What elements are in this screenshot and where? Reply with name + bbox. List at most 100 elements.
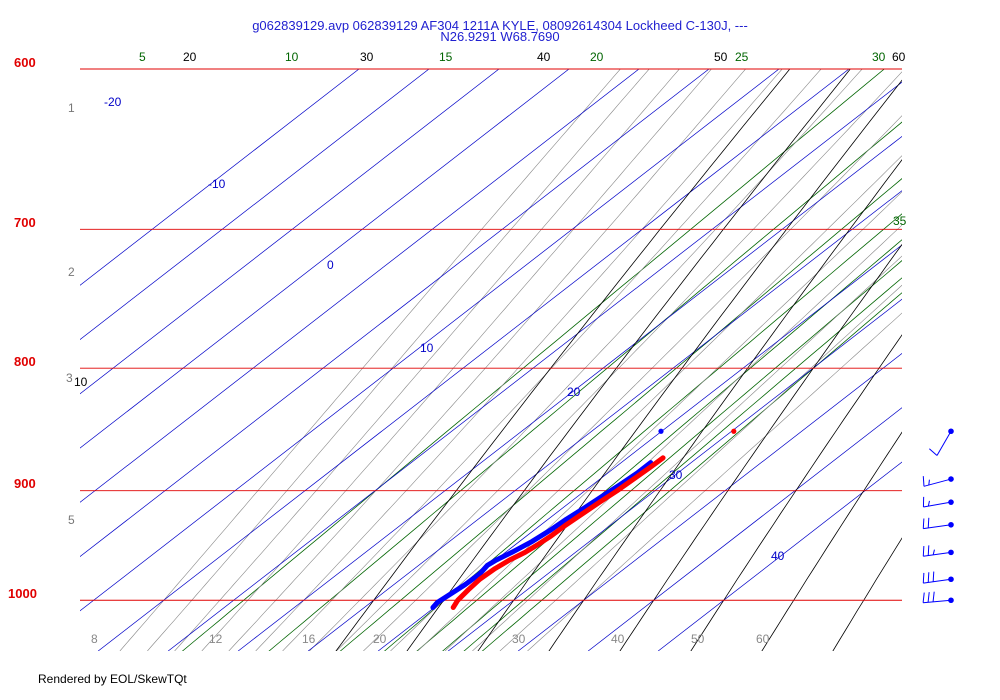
wind-barb-flag <box>922 572 925 584</box>
bottom-axis-label: 40 <box>611 632 625 646</box>
wind-barb-staff <box>936 430 952 456</box>
moist-adiabat-line <box>390 155 902 651</box>
top-dry-adiabat-label: 40 <box>537 50 551 64</box>
isobar-lines <box>80 68 902 601</box>
isotherm-line <box>97 69 850 651</box>
wind-barb-staff <box>923 501 952 508</box>
isotherm-line <box>307 190 902 651</box>
wind-barb-flag <box>922 592 925 603</box>
top-mixing-ratio-label: 20 <box>590 50 604 64</box>
isotherm-line <box>377 244 902 651</box>
isotherm-line <box>80 69 780 612</box>
mixing-ratio-line <box>339 178 902 651</box>
isotherm-label: -20 <box>104 95 122 109</box>
dry-adiabat-line <box>761 431 902 651</box>
moist-adiabat-line <box>527 312 902 651</box>
isotherm-label: -10 <box>208 177 226 191</box>
isotherm-line <box>80 69 710 558</box>
moist-adiabat-line <box>472 255 902 651</box>
top-dry-adiabat-label: 20 <box>183 50 197 64</box>
isotherm-label: 20 <box>567 385 581 399</box>
isotherm-line <box>167 81 902 651</box>
mixing-ratio-line <box>383 213 902 651</box>
pressure-label: 700 <box>14 215 36 230</box>
dry-adiabat-lines <box>335 0 1000 680</box>
isotherm-line <box>657 461 902 651</box>
dry-adiabat-line <box>548 159 902 651</box>
moist-adiabat-line <box>282 69 822 651</box>
bottom-axis-label: 30 <box>512 632 526 646</box>
wind-barb-staff <box>923 599 952 604</box>
wind-barb-flag <box>927 500 930 507</box>
mixing-ratio-line <box>416 239 902 651</box>
height-label: 2 <box>68 265 75 279</box>
moist-adiabat-line <box>499 284 902 651</box>
moist-adiabat-line <box>201 69 712 651</box>
wind-barb-flag <box>927 545 930 556</box>
dry-adiabat-line <box>959 0 1000 680</box>
bottom-axis-label: 50 <box>691 632 705 646</box>
wind-barb-flag <box>929 448 938 456</box>
mixing-ratio-line <box>463 277 902 651</box>
wind-barb-flag <box>932 571 935 582</box>
dry-adiabat-line <box>477 79 902 651</box>
wind-barb <box>922 476 954 487</box>
moist-adiabat-line <box>417 191 902 651</box>
moist-adiabat-line <box>119 69 621 651</box>
wind-barb-flag <box>927 517 930 529</box>
wind-barb-staff <box>923 551 952 557</box>
moist-adiabat-line <box>228 69 746 651</box>
top-mixing-ratio-label: 30 <box>872 50 886 64</box>
pressure-label: 900 <box>14 476 36 491</box>
moist-adiabat-line <box>147 69 650 651</box>
wind-barb <box>929 428 954 456</box>
dry-adiabat-line <box>832 537 902 651</box>
wind-barb-flag <box>922 476 925 487</box>
top-dry-adiabat-label: 50 <box>714 50 728 64</box>
top-mixing-ratio-label: 25 <box>735 50 749 64</box>
isotherm-lines <box>80 69 902 651</box>
moist-adiabat-line <box>255 69 783 651</box>
wind-barb <box>922 591 954 604</box>
isotherm-line <box>237 135 902 651</box>
sounding-traces <box>430 428 737 610</box>
moist-adiabat-line <box>363 115 902 651</box>
temperature-trace-point <box>731 428 737 434</box>
bottom-axis-label: 20 <box>373 632 387 646</box>
isotherm-line <box>587 407 902 651</box>
chart-subtitle: N26.9291 W68.7690 <box>440 29 560 44</box>
bottom-axis-label: 16 <box>302 632 316 646</box>
wind-barb-staff <box>923 524 952 530</box>
isotherm-line <box>80 69 430 340</box>
wind-barb <box>922 496 954 508</box>
pressure-label: 600 <box>14 55 36 70</box>
dry-adiabat-line <box>335 69 791 651</box>
wind-barb <box>922 545 954 557</box>
isotherm-line <box>447 298 902 651</box>
top-dry-adiabat-label: 60 <box>892 50 906 64</box>
temperature-trace <box>450 455 666 610</box>
pressure-label: 1000 <box>8 586 37 601</box>
isotherm-line <box>80 69 640 503</box>
dry-adiabat-line <box>690 334 902 651</box>
dry-adiabat-line <box>619 243 902 651</box>
moist-adiabat-line <box>444 224 902 651</box>
bottom-axis-label: 12 <box>209 632 223 646</box>
wind-barb-flag <box>927 572 930 583</box>
wind-barb-flag <box>922 546 925 557</box>
wind-barbs <box>922 428 954 604</box>
top-mixing-ratio-label: 10 <box>285 50 299 64</box>
isotherm-line <box>517 353 902 651</box>
mixing-ratio-line <box>481 292 902 651</box>
chart-title: g062839129.avp 062839129 AF304 1211A KYL… <box>252 18 748 33</box>
footer-credit: Rendered by EOL/SkewTQt <box>38 672 187 686</box>
mixing-ratio-line <box>268 121 902 651</box>
pressure-label: 800 <box>14 354 36 369</box>
moist-adiabat-lines <box>119 69 902 651</box>
wind-barb-flag <box>928 479 930 486</box>
bottom-axis-label: 8 <box>91 632 98 646</box>
height-label: 1 <box>68 101 75 115</box>
isotherm-line <box>80 69 360 286</box>
